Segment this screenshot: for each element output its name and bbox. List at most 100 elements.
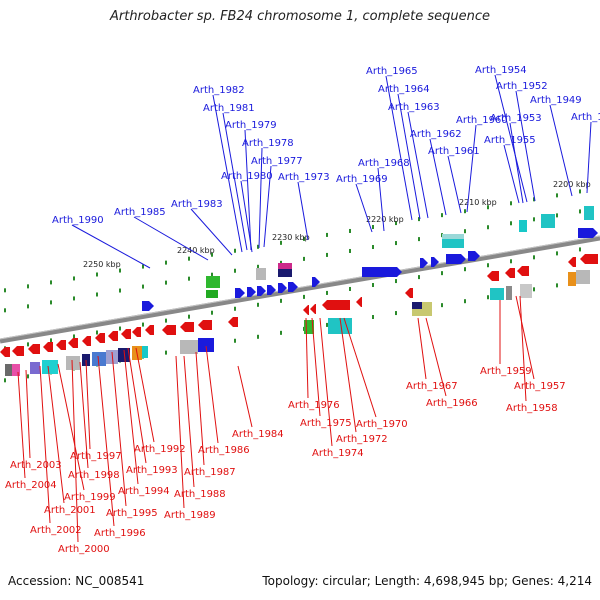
forward-gene-arrow xyxy=(288,282,298,292)
track-tick xyxy=(4,378,6,383)
track-tick xyxy=(96,330,98,335)
track-tick xyxy=(165,318,167,323)
forward-gene-label: Arth_1990 xyxy=(52,215,104,226)
reverse-gene-label: Arth_2001 xyxy=(44,505,96,516)
reverse-gene-label: Arth_1996 xyxy=(94,528,146,539)
forward-gene-label: Arth_1985 xyxy=(114,207,166,218)
track-tick xyxy=(188,256,190,261)
reverse-gene-leader xyxy=(123,349,139,485)
track-tick xyxy=(27,342,29,347)
forward-gene-leader xyxy=(385,75,413,221)
reverse-gene-label: Arth_2002 xyxy=(30,525,82,536)
feature-box xyxy=(92,352,106,366)
track-tick xyxy=(487,225,489,230)
feature-box xyxy=(256,268,266,280)
reverse-gene-leader xyxy=(237,365,253,428)
track-tick xyxy=(579,209,581,214)
forward-gene-leader xyxy=(212,94,243,253)
track-tick xyxy=(372,225,374,230)
track-tick xyxy=(464,209,466,214)
track-tick xyxy=(4,288,6,293)
reverse-gene-arrow xyxy=(303,305,309,315)
reverse-gene-label: Arth_1989 xyxy=(164,510,216,521)
reverse-gene-leader xyxy=(343,317,377,418)
reverse-gene-arrow xyxy=(12,346,24,356)
track-tick xyxy=(533,197,535,202)
reverse-gene-leader xyxy=(39,365,51,524)
track-tick xyxy=(234,306,236,311)
feature-box xyxy=(576,270,590,284)
forward-gene-label: Arth_1981 xyxy=(203,103,255,114)
reverse-gene-arrow xyxy=(568,257,576,267)
reverse-gene-arrow xyxy=(198,320,212,330)
chromosome-backbone xyxy=(0,235,600,344)
feature-box xyxy=(412,302,422,309)
reverse-gene-leader xyxy=(339,317,357,433)
forward-gene-leader xyxy=(515,90,536,202)
reverse-gene-leader xyxy=(195,351,205,466)
track-tick xyxy=(418,217,420,222)
track-tick xyxy=(441,271,443,276)
feature-box xyxy=(519,220,527,232)
track-tick xyxy=(533,217,535,222)
map-title: Arthrobacter sp. FB24 chromosome 1, comp… xyxy=(109,9,491,24)
track-tick xyxy=(27,304,29,309)
topology-summary: Topology: circular; Length: 4,698,945 bp… xyxy=(262,574,592,588)
track-tick xyxy=(211,310,213,315)
feature-box xyxy=(541,214,555,228)
forward-gene-arrow xyxy=(267,285,276,295)
reverse-gene-leader xyxy=(25,369,31,459)
forward-gene-label: Arth_1960 xyxy=(456,115,508,126)
feature-box xyxy=(142,346,148,358)
feature-box xyxy=(180,340,198,354)
track-tick xyxy=(487,205,489,210)
track-tick xyxy=(73,276,75,281)
forward-gene-label: Arth_1954 xyxy=(475,65,527,76)
track-tick xyxy=(73,334,75,339)
reverse-gene-arrow xyxy=(405,288,413,298)
reverse-gene-leader xyxy=(515,295,535,380)
reverse-gene-leader xyxy=(97,355,115,527)
reverse-gene-arrow xyxy=(132,327,141,337)
reverse-gene-leader xyxy=(79,361,89,469)
forward-gene-leader xyxy=(190,208,233,256)
track-tick xyxy=(510,259,512,264)
track-tick xyxy=(326,252,328,257)
reverse-gene-label: Arth_1995 xyxy=(106,508,158,519)
forward-gene-arrow xyxy=(468,251,480,261)
track-tick xyxy=(27,374,29,379)
reverse-gene-label: Arth_1988 xyxy=(174,489,226,500)
reverse-gene-arrow xyxy=(487,271,499,281)
forward-gene-leader xyxy=(297,181,309,241)
feature-box xyxy=(42,360,58,374)
forward-gene-leader xyxy=(244,129,252,251)
reverse-gene-leader xyxy=(205,345,219,444)
forward-gene-label: Arth_1969 xyxy=(336,174,388,185)
reverse-gene-arrow xyxy=(580,254,598,264)
track-tick xyxy=(188,276,190,281)
track-tick xyxy=(326,290,328,295)
forward-gene-label: Arth_1982 xyxy=(193,85,245,96)
track-tick xyxy=(50,338,52,343)
forward-gene-label: Arth_1973 xyxy=(278,172,330,183)
reverse-gene-label: Arth_1984 xyxy=(232,429,284,440)
reverse-gene-label: Arth_1992 xyxy=(134,444,186,455)
track-tick xyxy=(119,268,121,273)
track-tick xyxy=(50,280,52,285)
reverse-gene-label: Arth_1959 xyxy=(480,366,532,377)
forward-gene-leader xyxy=(258,147,263,249)
track-tick xyxy=(487,295,489,300)
scale-label: 2220 kbp xyxy=(366,215,404,224)
track-tick xyxy=(119,288,121,293)
scale-label: 2240 kbp xyxy=(177,246,215,255)
forward-gene-arrow xyxy=(362,267,402,277)
reverse-gene-leader xyxy=(305,317,309,399)
track-tick xyxy=(303,294,305,299)
track-tick xyxy=(372,283,374,288)
reverse-gene-label: Arth_1999 xyxy=(64,492,116,503)
reverse-gene-leader xyxy=(47,365,65,504)
track-tick xyxy=(579,247,581,252)
track-tick xyxy=(73,296,75,301)
track-tick xyxy=(510,221,512,226)
